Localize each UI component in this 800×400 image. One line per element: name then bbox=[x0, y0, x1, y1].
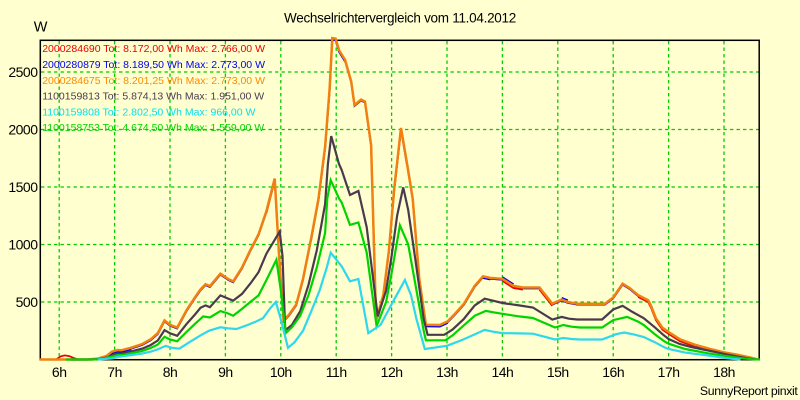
svg-text:2500: 2500 bbox=[8, 64, 38, 80]
svg-text:8h: 8h bbox=[163, 364, 178, 380]
svg-text:13h: 13h bbox=[436, 364, 458, 380]
svg-text:12h: 12h bbox=[381, 364, 403, 380]
svg-text:17h: 17h bbox=[658, 364, 680, 380]
svg-text:W: W bbox=[34, 19, 48, 35]
svg-text:15h: 15h bbox=[547, 364, 569, 380]
svg-text:2000284675 Tot: 8.201,25 Wh Ma: 2000284675 Tot: 8.201,25 Wh Max: 2.773,0… bbox=[42, 75, 265, 87]
svg-text:Wechselrichtervergleich vom 11: Wechselrichtervergleich vom 11.04.2012 bbox=[284, 10, 516, 25]
svg-text:16h: 16h bbox=[602, 364, 624, 380]
svg-text:9h: 9h bbox=[218, 364, 233, 380]
svg-text:2000284690 Tot: 8.172,00 Wh Ma: 2000284690 Tot: 8.172,00 Wh Max: 2.766,0… bbox=[42, 43, 265, 55]
svg-text:14h: 14h bbox=[491, 364, 513, 380]
svg-text:1100159813 Tot: 5.874,13 Wh Ma: 1100159813 Tot: 5.874,13 Wh Max: 1.951,0… bbox=[42, 91, 264, 103]
svg-text:2000280879 Tot: 8.189,50 Wh Ma: 2000280879 Tot: 8.189,50 Wh Max: 2.773,0… bbox=[42, 59, 265, 71]
svg-text:7h: 7h bbox=[107, 364, 122, 380]
svg-text:1000: 1000 bbox=[8, 237, 38, 253]
svg-text:18h: 18h bbox=[713, 364, 735, 380]
svg-text:1500: 1500 bbox=[8, 179, 38, 195]
svg-text:1100158753 Tot: 4.674,50 Wh Ma: 1100158753 Tot: 4.674,50 Wh Max: 1.559,0… bbox=[42, 122, 264, 134]
svg-text:11h: 11h bbox=[326, 364, 347, 380]
svg-text:10h: 10h bbox=[270, 364, 292, 380]
svg-text:6h: 6h bbox=[52, 364, 67, 380]
svg-text:1100159808 Tot: 2.802,50 Wh Ma: 1100159808 Tot: 2.802,50 Wh Max: 966,00 … bbox=[42, 106, 255, 118]
svg-text:500: 500 bbox=[16, 294, 39, 310]
svg-text:2000: 2000 bbox=[8, 122, 38, 138]
svg-text:SunnyReport pinxit: SunnyReport pinxit bbox=[700, 384, 799, 398]
